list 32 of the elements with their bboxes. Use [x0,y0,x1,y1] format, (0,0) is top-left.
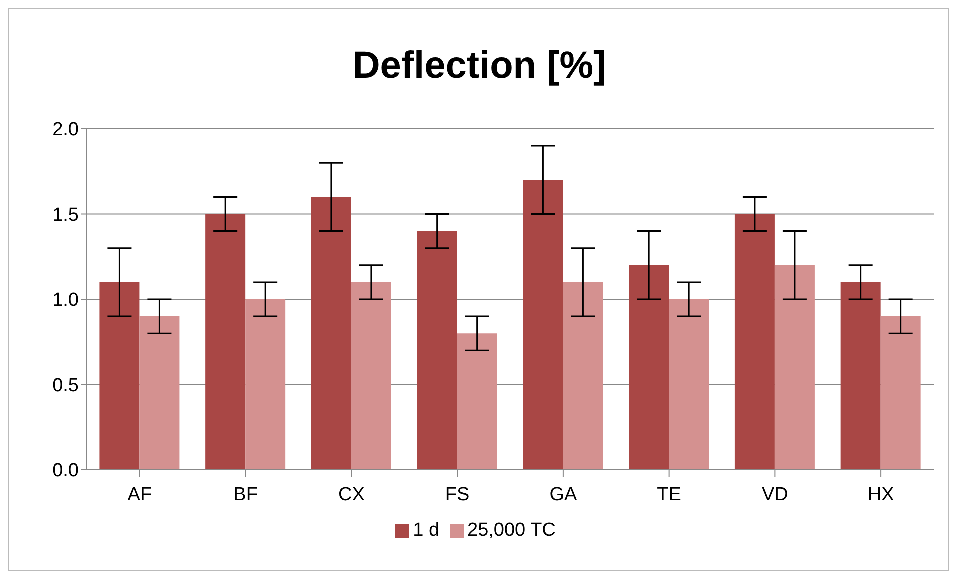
bar [246,300,286,470]
bar [100,282,140,470]
bar [140,316,180,470]
x-tick-label: GA [550,484,578,506]
legend-label: 25,000 TC [468,520,556,541]
bar [311,197,352,470]
x-tick-label: AF [128,484,152,506]
bar [629,265,670,470]
legend-label: 1 d [413,520,440,541]
y-tick-label: 2.0 [52,120,79,141]
x-tick-label: HX [868,484,895,506]
bar [563,282,604,470]
bar [840,282,881,470]
bar [669,300,710,470]
x-tick-label: BF [234,484,258,506]
y-tick-label: 1.0 [52,290,79,312]
bar [206,214,246,470]
y-tick-label: 1.5 [52,204,79,226]
x-tick-label: TE [657,484,682,506]
bar [351,282,392,470]
bar [774,265,815,470]
chart-title: Deflection [%] [352,45,608,88]
bar [417,231,458,470]
y-tick-label: 0.0 [52,460,79,482]
x-tick-label: FS [445,484,470,506]
bar [880,316,921,470]
bar [734,214,775,470]
x-tick-label: CX [338,484,366,506]
bar [523,180,564,470]
y-tick-label: 0.5 [52,375,79,396]
bar [457,334,498,470]
x-tick-label: VD [762,484,788,506]
